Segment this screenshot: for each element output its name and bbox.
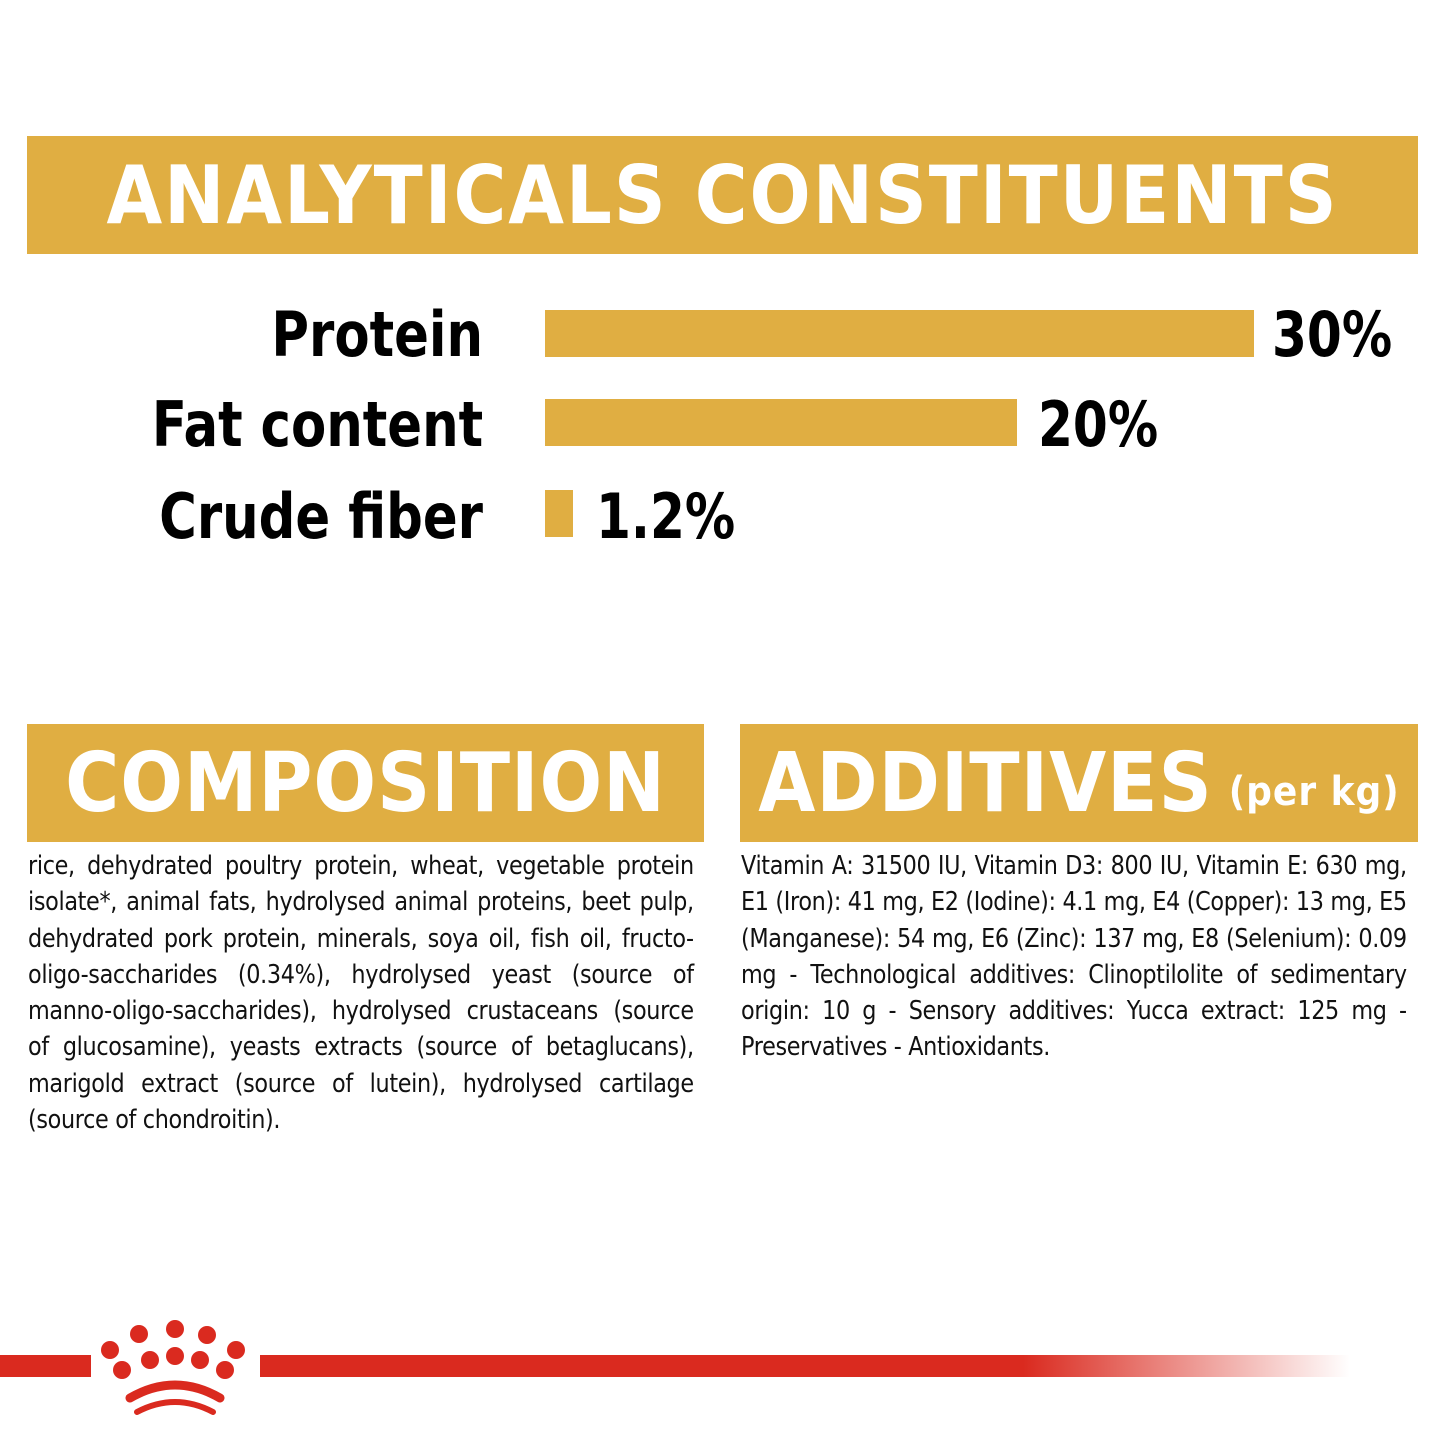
crown-logo-icon (101, 1320, 245, 1415)
brand-line-left (0, 1355, 91, 1377)
chart-bar-protein (545, 310, 1254, 357)
composition-text: rice, dehydrated poultry protein, wheat,… (28, 851, 694, 1136)
additives-text: Vitamin A: 31500 IU, Vitamin D3: 800 IU,… (741, 851, 1407, 1063)
additives-banner: ADDITIVES (per kg) (740, 724, 1418, 842)
additives-title: ADDITIVES (758, 735, 1213, 831)
additives-subtitle: (per kg) (1228, 769, 1400, 815)
analytical-constituents-banner: ANALYTICALS CONSTITUENTS (27, 136, 1418, 254)
composition-title: COMPOSITION (65, 735, 666, 831)
chart-bar-fiber (545, 490, 573, 537)
chart-value-fat: 20% (1038, 388, 1159, 461)
chart-value-fiber: 1.2% (596, 480, 736, 553)
composition-banner: COMPOSITION (27, 724, 704, 842)
chart-value-protein: 30% (1272, 298, 1393, 371)
chart-label-fiber: Crude fiber (159, 480, 483, 553)
analytical-constituents-title: ANALYTICALS CONSTITUENTS (106, 148, 1339, 242)
chart-label-protein: Protein (271, 298, 483, 371)
chart-bar-fat (545, 399, 1017, 446)
brand-line-right (260, 1355, 1350, 1377)
chart-label-fat: Fat content (151, 388, 483, 461)
